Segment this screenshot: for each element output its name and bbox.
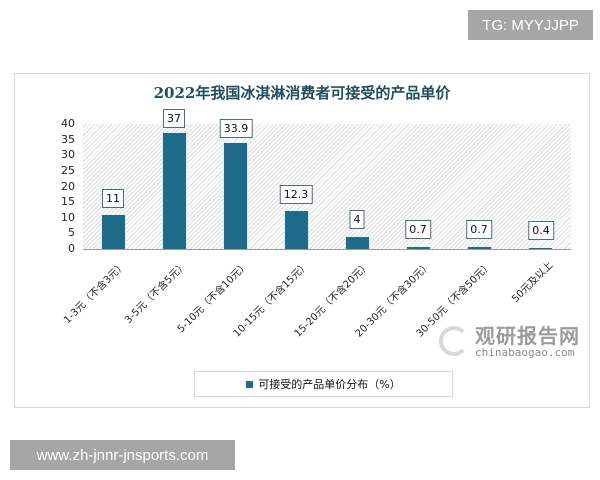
watermark-logo-icon [439, 326, 469, 356]
bar-5-10[interactable] [223, 143, 248, 249]
legend[interactable]: 可接受的产品单价分布（%） [194, 371, 453, 397]
y-tick: 15 [61, 195, 75, 209]
y-tick: 40 [61, 117, 75, 130]
y-tick: 10 [61, 210, 75, 224]
bar-1-3[interactable] [101, 214, 126, 249]
data-label: 11 [102, 189, 124, 208]
bar-15-20[interactable] [345, 236, 370, 249]
watermark-cn: 观研报告网 [475, 324, 580, 348]
bar-50-plus[interactable] [528, 247, 553, 249]
tg-badge: TG: MYYJJPP [468, 10, 593, 40]
y-tick: 0 [68, 242, 75, 255]
data-label: 0.7 [466, 220, 492, 239]
bar-3-5[interactable] [162, 133, 187, 249]
watermark-en: chinabaogao.com [475, 346, 575, 359]
y-tick: 30 [61, 148, 75, 162]
bar-10-15[interactable] [284, 210, 309, 249]
data-label: 37 [163, 109, 185, 128]
data-label: 4 [349, 210, 365, 229]
legend-label: 可接受的产品单价分布（%） [258, 378, 401, 391]
chart-title: 2022年我国冰淇淋消费者可接受的产品单价 [153, 84, 451, 102]
x-label: 3-5元（不含5元） [123, 259, 190, 327]
watermark: 观研报告网 chinabaogao.com [439, 320, 589, 366]
chart-container: 2022年我国冰淇淋消费者可接受的产品单价 40 35 30 25 20 15 … [14, 73, 590, 408]
legend-swatch-icon [246, 380, 254, 388]
y-tick: 5 [68, 226, 75, 240]
plot-area [83, 124, 571, 249]
x-label: 1-3元（不含3元） [62, 259, 129, 327]
y-tick: 20 [61, 179, 75, 193]
y-tick: 25 [61, 163, 75, 177]
data-label: 12.3 [279, 185, 313, 204]
x-axis-line [83, 249, 571, 250]
x-label: 50元及以上 [510, 259, 556, 305]
data-label: 0.4 [528, 221, 554, 240]
bar-20-30[interactable] [406, 246, 431, 249]
y-tick: 35 [61, 132, 75, 146]
data-label: 33.9 [219, 119, 253, 138]
footer-url-badge: www.zh-jnnr-jnsports.com [10, 440, 235, 470]
data-label: 0.7 [405, 220, 431, 239]
bar-30-50[interactable] [467, 246, 492, 249]
